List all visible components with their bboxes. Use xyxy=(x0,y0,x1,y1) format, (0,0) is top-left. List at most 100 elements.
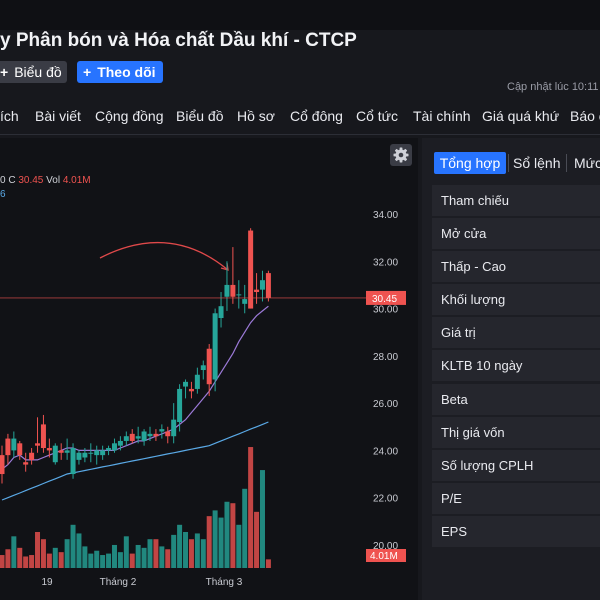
stat-label: Số lượng CPLH xyxy=(441,458,534,473)
y-tick-label: 24.00 xyxy=(373,446,398,457)
candle-body xyxy=(5,438,11,456)
volume-bar xyxy=(265,559,271,568)
candle-body xyxy=(100,450,106,456)
volume-bar xyxy=(70,524,76,568)
volume-bar xyxy=(159,546,165,568)
volume-bar xyxy=(11,536,17,568)
follow-button[interactable]: + Theo dõi xyxy=(77,61,163,83)
candle-body xyxy=(40,424,46,449)
tab-divider xyxy=(508,154,509,172)
candle-body xyxy=(194,374,200,389)
volume-bar xyxy=(212,510,218,568)
volume-bar xyxy=(254,511,260,568)
volume-bar xyxy=(236,524,242,568)
gear-icon xyxy=(393,147,409,163)
legend-prefix: 0 C xyxy=(0,175,16,186)
volume-bar xyxy=(46,553,52,568)
candle-body xyxy=(159,429,165,432)
chart-settings-button[interactable] xyxy=(390,144,412,166)
candle-body xyxy=(212,313,218,380)
candle-body xyxy=(106,448,112,451)
candle-body xyxy=(153,433,159,437)
volume-bar xyxy=(88,553,94,568)
y-tick-label: 32.00 xyxy=(373,257,398,268)
stat-label: Giá trị xyxy=(441,325,476,340)
candle-body xyxy=(70,448,76,475)
x-tick-label: Tháng 2 xyxy=(100,577,137,588)
volume-bar xyxy=(183,532,189,568)
candle-body xyxy=(248,230,254,309)
volume-bar xyxy=(0,555,5,568)
chart-legend: 0 C 30.45 Vol 4.01M xyxy=(0,175,91,186)
candle-body xyxy=(141,431,147,441)
nav-item-articles[interactable]: Bài viết xyxy=(35,108,81,124)
candle-body xyxy=(183,381,189,387)
nav-item-shareholders[interactable]: Cổ đông xyxy=(290,108,343,124)
stat-row: KLTB 10 ngày xyxy=(432,350,600,381)
stat-row: Tham chiếu xyxy=(432,185,600,216)
price-chart[interactable]: 34.00 32.00 30.00 28.00 26.00 24.00 22.00 20.00… xyxy=(0,138,418,600)
candle-body xyxy=(242,299,248,304)
y-tick-label: 30.00 xyxy=(373,305,398,316)
volume-bar xyxy=(135,544,141,568)
nav-item-dividends[interactable]: Cổ tức xyxy=(356,108,399,124)
stat-row: Beta xyxy=(432,384,600,415)
stat-row: Thị giá vốn xyxy=(432,417,600,448)
follow-button-label: Theo dõi xyxy=(97,64,156,80)
x-tick-label: Tháng 3 xyxy=(206,577,243,588)
candle-body xyxy=(206,348,212,385)
volume-bar xyxy=(129,553,135,568)
tab-divider xyxy=(566,154,567,172)
candle-body xyxy=(259,280,265,290)
stat-row: Mở cửa xyxy=(432,218,600,249)
chart-button-label: Biểu đồ xyxy=(14,64,62,80)
volume-bar xyxy=(141,547,147,568)
volume-bar xyxy=(194,533,200,568)
volume-bar xyxy=(218,517,224,568)
tab-summary[interactable]: Tổng hợp xyxy=(434,152,506,174)
volume-bar xyxy=(165,549,171,568)
volume-bar xyxy=(76,533,82,568)
y-tick-label: 20.00 xyxy=(373,541,398,552)
candle-body xyxy=(218,306,224,319)
candle-body xyxy=(52,445,58,463)
candle-body xyxy=(88,452,94,454)
candle-body xyxy=(135,436,141,439)
stat-row: Giá trị xyxy=(432,317,600,348)
volume-bar xyxy=(177,524,183,568)
nav-item-finance[interactable]: Tài chính xyxy=(413,108,471,124)
stat-row: EPS xyxy=(432,516,600,547)
volume-bar xyxy=(171,534,177,568)
stat-label: Beta xyxy=(441,392,468,407)
volume-bar xyxy=(224,501,230,568)
nav-item-profile[interactable]: Hồ sơ xyxy=(237,108,275,124)
candle-body xyxy=(111,443,117,451)
y-tick-label: 34.00 xyxy=(373,210,398,221)
volume-bar xyxy=(206,516,212,568)
stat-row: Khối lượng xyxy=(432,284,600,315)
plus-icon: + xyxy=(0,64,9,80)
nav-item-reports[interactable]: Báo c xyxy=(570,108,600,124)
nav-item-price-history[interactable]: Giá quá khứ xyxy=(482,108,560,124)
candle-body xyxy=(23,462,29,465)
candle-body xyxy=(76,452,82,460)
volume-bar xyxy=(106,553,112,568)
annotation-arrow xyxy=(99,242,229,271)
last-volume-tag xyxy=(366,549,406,562)
tab-price-levels[interactable]: Mức xyxy=(574,155,600,171)
volume-bar xyxy=(58,552,64,568)
tab-order-book[interactable]: Sổ lệnh xyxy=(513,155,561,171)
nav-item-community[interactable]: Cộng đồng xyxy=(95,108,164,124)
candle-body xyxy=(64,450,70,453)
nav-item-chart[interactable]: Biểu đồ xyxy=(176,108,224,124)
volume-bar xyxy=(123,536,129,568)
stat-label: Thị giá vốn xyxy=(441,425,505,440)
volume-bar xyxy=(242,488,248,568)
candle-body xyxy=(188,388,194,392)
candle-body xyxy=(147,433,153,437)
chart-button[interactable]: + Biểu đồ xyxy=(0,61,67,83)
volume-bar xyxy=(188,539,194,568)
volume-bar xyxy=(94,550,100,568)
nav-item-summary[interactable]: ích xyxy=(0,108,19,124)
volume-bar xyxy=(230,503,236,568)
